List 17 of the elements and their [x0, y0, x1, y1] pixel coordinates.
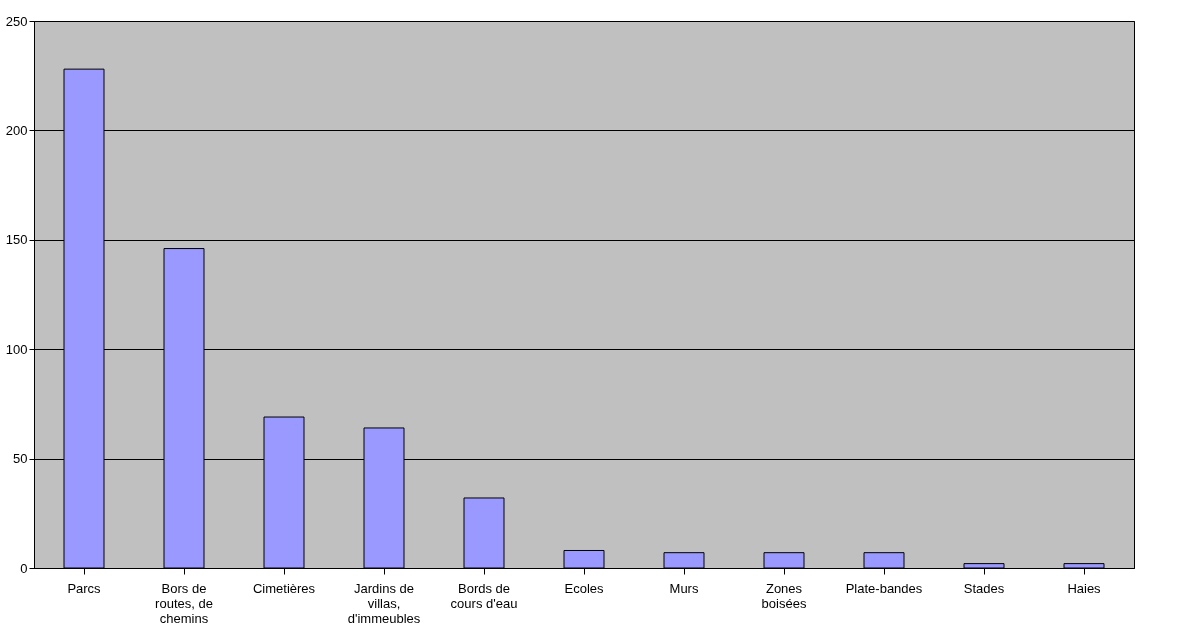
x-tick-label: Ecoles	[564, 580, 604, 596]
x-tick-label: Zones boisées	[761, 580, 807, 611]
x-tick-label: Plate-bandes	[845, 580, 923, 596]
x-tick-label: Bors de routes, de chemins	[155, 580, 213, 626]
x-tick-label: Bords de cours d'eau	[450, 580, 518, 611]
y-tick-label: 250	[5, 13, 28, 29]
x-tick-label: Parcs	[67, 580, 102, 596]
x-tick-label: Murs	[669, 580, 699, 596]
x-tick-label: Stades	[963, 580, 1005, 596]
y-tick-label: 200	[5, 122, 28, 138]
x-tick-label: Cimetières	[252, 580, 316, 596]
y-tick-label: 100	[5, 341, 28, 357]
y-tick-label: 50	[13, 451, 28, 467]
y-tick-label: 150	[5, 232, 28, 248]
x-tick-label: Haies	[1067, 580, 1102, 596]
x-tick-label: Jardins de villas, d'immeubles	[347, 580, 421, 626]
y-tick-label: 0	[20, 560, 28, 576]
